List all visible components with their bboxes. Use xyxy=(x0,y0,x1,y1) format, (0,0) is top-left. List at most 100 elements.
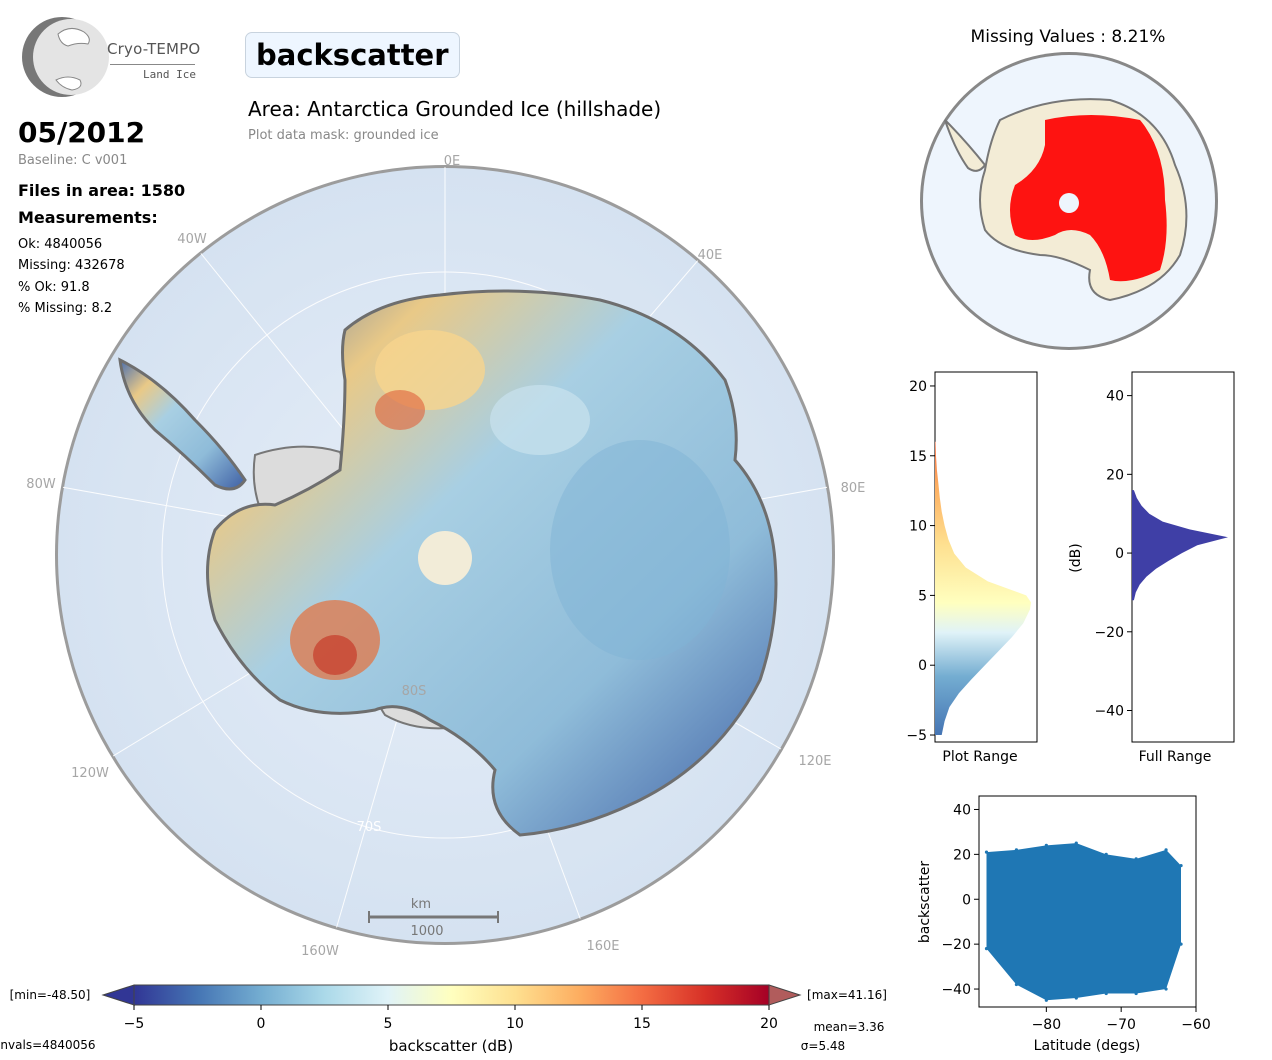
colorbar-tick-label: 0 xyxy=(257,1016,266,1032)
scale-unit: km xyxy=(411,897,431,912)
scatter-point xyxy=(1179,863,1183,868)
ytick-label: −40 xyxy=(1094,704,1124,720)
colorbar-tick-label: −5 xyxy=(124,1016,145,1032)
scatter-point xyxy=(1014,982,1019,987)
scatter-outliers xyxy=(984,841,1183,1002)
missing-values-map xyxy=(920,52,1218,350)
colorbar-nvals: nvals=4840056 xyxy=(0,1038,95,1052)
variable-name-badge: backscatter xyxy=(245,32,460,78)
pole-hole xyxy=(418,531,472,585)
ytick-label: 15 xyxy=(909,449,927,465)
xtick-label: −60 xyxy=(1181,1017,1211,1033)
lon-label: 160W xyxy=(301,944,339,959)
ytick-label: 5 xyxy=(918,588,927,604)
scatter-point xyxy=(1014,848,1019,852)
cryo-tempo-logo xyxy=(18,16,198,100)
logo-divider xyxy=(110,64,195,65)
lon-label: 40E xyxy=(698,248,723,263)
logo-subtitle: Land Ice xyxy=(143,68,196,81)
scatter-point xyxy=(1074,996,1078,1000)
stat-missing: Missing: 432678 xyxy=(18,258,125,273)
ytick-label: 20 xyxy=(1106,467,1124,483)
lon-label: 40W xyxy=(177,232,207,247)
histogram-plot-range-xlabel: Plot Range xyxy=(942,749,1017,765)
scale-value: 1000 xyxy=(410,924,443,939)
scatter-point-cloud xyxy=(986,843,1181,1001)
grounded-ice-backscatter-field xyxy=(206,289,778,837)
lon-label: 120W xyxy=(71,766,109,781)
scatter-xticks: −80 −70 −60 xyxy=(1032,1007,1211,1033)
colorbar-tick-label: 5 xyxy=(384,1016,393,1032)
scatter-point xyxy=(1134,857,1138,861)
histogram-full-range-xlabel: Full Range xyxy=(1139,749,1212,765)
colorbar-axis-label: backscatter (dB) xyxy=(389,1037,513,1055)
colorbar-tick-label: 20 xyxy=(760,1016,778,1032)
histogram-full-range-bars xyxy=(1132,490,1228,601)
lon-label: 160E xyxy=(586,939,619,954)
stat-ok: Ok: 4840056 xyxy=(18,237,103,252)
lon-label: 80W xyxy=(26,477,56,492)
logo-title: Cryo-TEMPO xyxy=(107,40,201,58)
antarctica-map xyxy=(55,165,835,945)
lat-label: 70S xyxy=(357,820,382,835)
ytick-label: 20 xyxy=(953,847,971,863)
colorbar-sigma: σ=5.48 xyxy=(801,1039,845,1053)
scatter-yticks: −40 −20 0 20 40 xyxy=(941,802,979,998)
stat-percent-ok: % Ok: 91.8 xyxy=(18,280,90,295)
ytick-label: −20 xyxy=(941,937,971,953)
area-title: Area: Antarctica Grounded Ice (hillshade… xyxy=(248,97,662,121)
ytick-label: 40 xyxy=(1106,389,1124,405)
xtick-label: −70 xyxy=(1106,1017,1136,1033)
scatter-point xyxy=(984,850,989,854)
colorbar-max-extension xyxy=(768,984,802,1006)
scatter-point xyxy=(1164,987,1168,991)
ytick-label: 0 xyxy=(962,892,971,908)
ytick-label: 10 xyxy=(909,519,927,535)
scatter-point xyxy=(1044,998,1048,1002)
map-graticule-labels: 0E 40E 80E 120E 160E 160W 120W 80W 40W 8… xyxy=(26,154,865,959)
missing-data-region xyxy=(1010,115,1167,282)
logo-globe-icon xyxy=(22,17,109,97)
ytick-label: 20 xyxy=(909,379,927,395)
histogram-plot-range: −5 0 5 10 15 20 Plot Range xyxy=(906,371,1038,765)
ytick-label: −5 xyxy=(906,728,927,744)
lon-label: 80E xyxy=(841,481,866,496)
colorbar-max-label: [max=41.16] xyxy=(807,988,887,1002)
baseline-label: Baseline: C v001 xyxy=(18,153,128,168)
measurements-heading: Measurements: xyxy=(18,208,158,227)
scatter-point xyxy=(1179,942,1183,946)
ytick-label: 0 xyxy=(1115,546,1124,562)
histogram-full-range-ylabel: (dB) xyxy=(1068,543,1084,572)
scatter-point xyxy=(1044,843,1048,847)
histogram-full-range-yticks: −40 −20 0 20 40 xyxy=(1094,389,1132,720)
scatter-point xyxy=(1074,841,1078,845)
histogram-plot-range-bars xyxy=(935,441,1031,736)
map-scale-bar: km 1000 xyxy=(368,897,499,939)
colorbar: −5 0 5 10 15 20 [min=-48.50] [max=41.16] back… xyxy=(0,984,887,1055)
lat-label: 80S xyxy=(402,684,427,699)
colorbar-min-extension xyxy=(101,984,135,1006)
lon-label: 0E xyxy=(444,154,461,169)
stat-percent-missing: % Missing: 8.2 xyxy=(18,301,113,316)
colorbar-mean: mean=3.36 xyxy=(814,1020,885,1034)
colorbar-tick-label: 10 xyxy=(506,1016,524,1032)
scatter-point xyxy=(1134,991,1138,996)
colorbar-tick-label: 15 xyxy=(633,1016,651,1032)
histogram-plot-range-yticks: −5 0 5 10 15 20 xyxy=(906,379,935,744)
ytick-label: −20 xyxy=(1094,625,1124,641)
scatter-point xyxy=(1104,852,1108,856)
ytick-label: 0 xyxy=(918,658,927,674)
ytick-label: −40 xyxy=(941,982,971,998)
histogram-full-range: −40 −20 0 20 40 Full Range (dB) xyxy=(1068,371,1235,765)
files-in-area-label: Files in area: 1580 xyxy=(18,181,186,200)
scatter-xlabel: Latitude (degs) xyxy=(1034,1038,1141,1054)
colorbar-ticks: −5 0 5 10 15 20 xyxy=(124,1005,778,1032)
lon-label: 120E xyxy=(798,754,831,769)
colorbar-gradient xyxy=(133,984,770,1006)
ytick-label: 40 xyxy=(953,802,971,818)
scatter-backscatter-latitude: −80 −70 −60 −40 −20 0 20 40 Latitude (degs) ba… xyxy=(917,795,1211,1054)
scatter-ylabel: backscatter xyxy=(917,861,933,943)
xtick-label: −80 xyxy=(1032,1017,1062,1033)
date-label: 05/2012 xyxy=(18,116,146,149)
